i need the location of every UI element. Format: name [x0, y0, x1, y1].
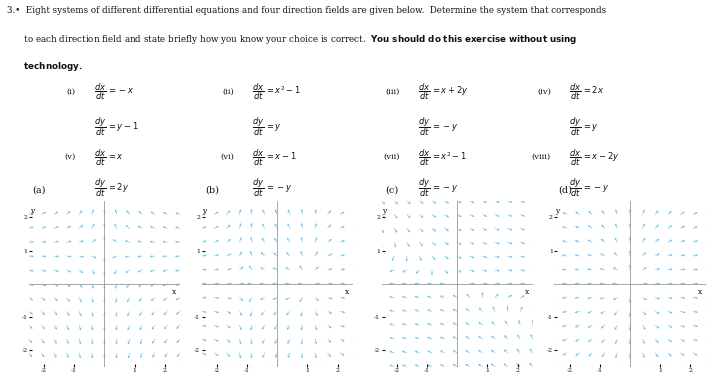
Text: $\dfrac{dy}{dt}$$\,= -y$: $\dfrac{dy}{dt}$$\,= -y$	[418, 177, 458, 200]
Text: $\dfrac{dy}{dt}$$\,= y - 1$: $\dfrac{dy}{dt}$$\,= y - 1$	[94, 115, 138, 138]
Text: $\dfrac{dx}{dt}$$\,= x$: $\dfrac{dx}{dt}$$\,= x$	[94, 147, 124, 168]
Text: (iv): (iv)	[537, 88, 551, 96]
Text: x: x	[698, 288, 702, 296]
Text: y: y	[382, 207, 387, 215]
Text: (d): (d)	[558, 186, 572, 195]
Text: (c): (c)	[385, 186, 398, 195]
Text: $\dfrac{dx}{dt}$$\,= x - 2y$: $\dfrac{dx}{dt}$$\,= x - 2y$	[569, 147, 619, 168]
Text: x: x	[172, 288, 176, 296]
Text: (iii): (iii)	[385, 88, 400, 96]
Text: y: y	[202, 207, 207, 215]
Text: (i): (i)	[66, 88, 76, 96]
Text: (vii): (vii)	[383, 153, 400, 161]
Text: $\mathbf{technology.}$: $\mathbf{technology.}$	[7, 60, 83, 73]
Text: $\dfrac{dy}{dt}$$\,= 2y$: $\dfrac{dy}{dt}$$\,= 2y$	[94, 177, 129, 200]
Text: y: y	[30, 207, 34, 215]
Text: $\dfrac{dx}{dt}$$\,= 2x$: $\dfrac{dx}{dt}$$\,= 2x$	[569, 81, 604, 102]
Text: y: y	[555, 207, 559, 215]
Text: to each direction field and state briefly how you know your choice is correct.  : to each direction field and state briefl…	[7, 33, 577, 46]
Text: x: x	[345, 288, 349, 296]
Text: $\dfrac{dy}{dt}$$\,= y$: $\dfrac{dy}{dt}$$\,= y$	[569, 115, 599, 138]
Text: $\dfrac{dx}{dt}$$\,= x + 2y$: $\dfrac{dx}{dt}$$\,= x + 2y$	[418, 81, 468, 102]
Text: $\dfrac{dy}{dt}$$\,= -y$: $\dfrac{dy}{dt}$$\,= -y$	[252, 177, 292, 200]
Text: 3.•  Eight systems of different differential equations and four direction fields: 3.• Eight systems of different different…	[7, 6, 606, 15]
Text: (b): (b)	[205, 186, 219, 195]
Text: $\dfrac{dx}{dt}$$\,= x - 1$: $\dfrac{dx}{dt}$$\,= x - 1$	[252, 147, 297, 168]
Text: $\dfrac{dy}{dt}$$\,= -y$: $\dfrac{dy}{dt}$$\,= -y$	[569, 177, 609, 200]
Text: (ii): (ii)	[222, 88, 234, 96]
Text: (viii): (viii)	[531, 153, 551, 161]
Text: x: x	[525, 288, 529, 296]
Text: (v): (v)	[64, 153, 76, 161]
Text: $\dfrac{dx}{dt}$$\,= -x$: $\dfrac{dx}{dt}$$\,= -x$	[94, 81, 134, 102]
Text: (vi): (vi)	[220, 153, 234, 161]
Text: $\dfrac{dy}{dt}$$\,= -y$: $\dfrac{dy}{dt}$$\,= -y$	[418, 115, 458, 138]
Text: $\dfrac{dx}{dt}$$\,= x^2 - 1$: $\dfrac{dx}{dt}$$\,= x^2 - 1$	[252, 81, 301, 102]
Text: $\dfrac{dx}{dt}$$\,= x^2 - 1$: $\dfrac{dx}{dt}$$\,= x^2 - 1$	[418, 147, 467, 168]
Text: (a): (a)	[32, 186, 46, 195]
Text: $\dfrac{dy}{dt}$$\,= y$: $\dfrac{dy}{dt}$$\,= y$	[252, 115, 282, 138]
